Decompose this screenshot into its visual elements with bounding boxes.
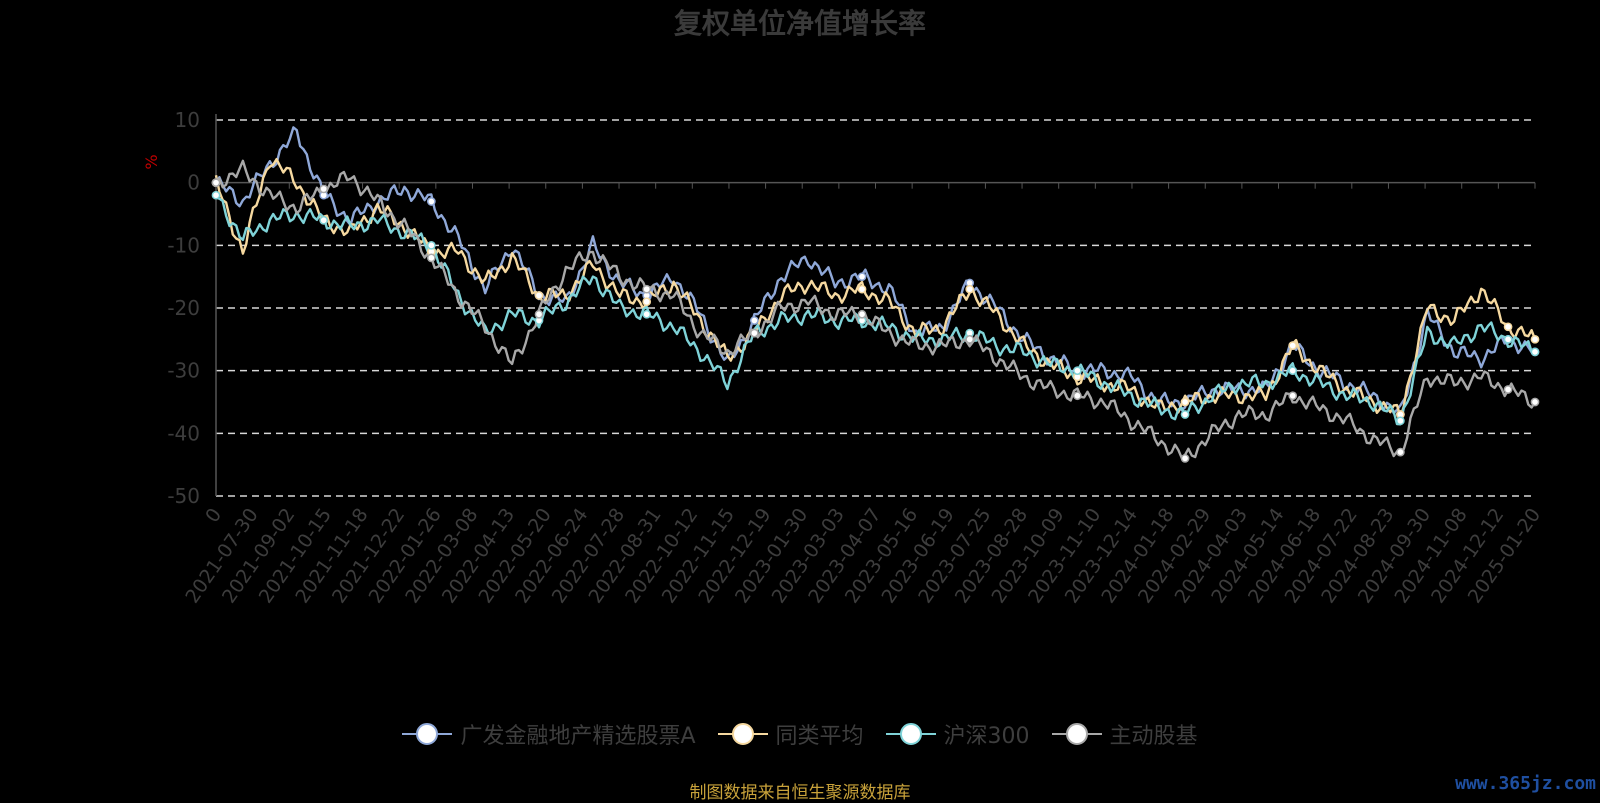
legend-marker-icon	[885, 722, 936, 746]
data-point	[857, 284, 867, 294]
data-point	[642, 309, 652, 319]
y-tick-label: 0	[187, 171, 200, 195]
data-point	[1503, 322, 1513, 332]
data-point	[1396, 416, 1405, 426]
legend-label: 同类平均	[775, 724, 864, 749]
y-tick-label: -50	[167, 484, 200, 508]
legend-item-csi300[interactable]: 沪深300	[885, 718, 1030, 750]
data-point	[1180, 397, 1190, 407]
data-point	[1503, 385, 1513, 394]
legend-marker-icon	[717, 722, 768, 746]
y-tick-label: -40	[167, 421, 200, 445]
y-tick-label: -20	[167, 296, 200, 320]
grid-lines	[216, 119, 1535, 497]
data-point	[1288, 391, 1298, 401]
data-point	[426, 240, 436, 250]
data-point	[319, 184, 329, 194]
data-point	[211, 178, 221, 188]
legend: 广发金融地产精选股票A 同类平均 沪深300 主动股基	[0, 718, 1600, 750]
y-tick-label: 10	[175, 108, 200, 132]
legend-marker-icon	[1051, 722, 1102, 746]
x-tick-label: 0	[201, 504, 226, 527]
legend-item-peer-average[interactable]: 同类平均	[717, 718, 864, 750]
data-point	[965, 334, 975, 344]
data-point	[426, 197, 436, 206]
watermark: www.365jz.com	[1455, 773, 1596, 794]
legend-item-active-equity[interactable]: 主动股基	[1051, 718, 1198, 750]
series-lines	[214, 126, 1537, 460]
data-point	[1503, 334, 1513, 344]
data-source-note: 制图数据来自恒生聚源数据库	[689, 783, 911, 803]
data-point	[426, 253, 436, 263]
y-tick-label: -10	[167, 233, 200, 257]
data-point	[1530, 347, 1540, 357]
series-line	[215, 159, 1537, 460]
series-line	[214, 126, 1536, 415]
data-point	[534, 291, 544, 300]
chart-title: 复权单位净值增长率	[673, 7, 926, 40]
series-line	[215, 196, 1536, 426]
series-markers	[211, 178, 1540, 463]
data-point	[642, 284, 652, 294]
y-tick-label: -30	[167, 359, 200, 383]
axes	[215, 114, 1536, 496]
data-point	[857, 309, 867, 319]
legend-label: 主动股基	[1109, 724, 1198, 749]
legend-item-fund[interactable]: 广发金融地产精选股票A	[402, 718, 696, 750]
data-point	[1073, 391, 1082, 401]
data-point	[1180, 454, 1190, 463]
data-point	[1396, 447, 1405, 457]
data-point	[1073, 366, 1082, 376]
data-point	[642, 297, 652, 307]
legend-marker-icon	[402, 722, 453, 746]
data-point	[1180, 410, 1190, 419]
data-point	[1288, 366, 1298, 376]
data-point	[534, 309, 544, 319]
data-point	[1530, 397, 1540, 407]
data-point	[319, 215, 329, 225]
data-point	[1288, 341, 1298, 350]
y-axis-unit-label: %	[142, 154, 161, 169]
data-point	[965, 284, 975, 294]
data-point	[857, 272, 867, 282]
data-point	[750, 328, 759, 338]
data-point	[750, 316, 759, 325]
legend-label: 沪深300	[943, 724, 1030, 749]
data-point	[1530, 334, 1540, 344]
legend-label: 广发金融地产精选股票A	[460, 724, 696, 749]
data-point	[211, 190, 221, 200]
